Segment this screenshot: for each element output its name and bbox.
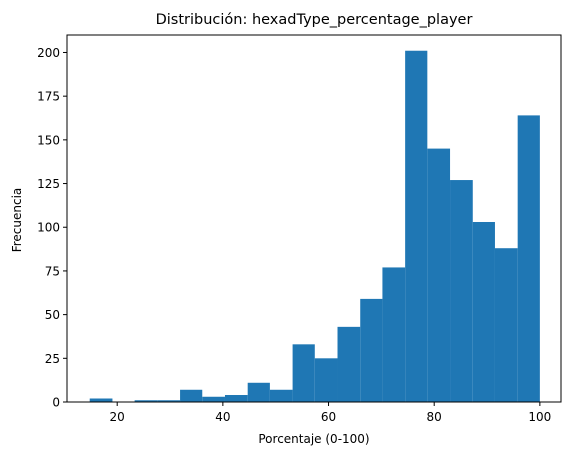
y-tick-label-6: 150 xyxy=(37,133,60,147)
y-tick-label-3: 75 xyxy=(45,264,60,278)
histogram-bar-6 xyxy=(224,395,248,402)
plot-frame xyxy=(66,34,562,403)
histogram-bar-9 xyxy=(292,344,315,402)
histogram-bar-5 xyxy=(202,396,225,402)
histogram-bar-12 xyxy=(360,298,383,402)
histogram-bar-19 xyxy=(517,115,540,402)
y-tick-label-1: 25 xyxy=(45,352,60,366)
histogram-bar-0 xyxy=(89,398,113,402)
chart-title: Distribución: hexadType_percentage_playe… xyxy=(156,12,473,28)
histogram-bar-15 xyxy=(427,148,451,402)
y-tick-label-5: 125 xyxy=(37,177,60,191)
histogram-bar-7 xyxy=(247,382,270,402)
x-tick-label-1: 40 xyxy=(215,410,230,424)
histogram-bar-10 xyxy=(314,358,338,402)
histogram-bar-2 xyxy=(134,400,158,402)
histogram-bars xyxy=(89,50,540,402)
y-tick-label-0: 0 xyxy=(52,396,60,410)
y-axis: 0 25 50 75 100 125 150 175 200 xyxy=(37,46,67,410)
histogram-bar-18 xyxy=(494,248,518,402)
histogram-bar-17 xyxy=(472,221,495,402)
histogram-bar-16 xyxy=(450,180,473,402)
x-axis-label: Porcentaje (0-100) xyxy=(258,432,369,446)
y-axis-label: Frecuencia xyxy=(10,188,24,253)
histogram-bar-3 xyxy=(157,400,181,402)
histogram-bar-8 xyxy=(269,389,293,402)
y-tick-label-8: 200 xyxy=(37,46,60,60)
y-tick-label-7: 175 xyxy=(37,90,60,104)
x-tick-label-2: 60 xyxy=(321,410,336,424)
histogram-bar-14 xyxy=(405,50,428,402)
histogram-bar-11 xyxy=(337,326,361,402)
histogram-bar-4 xyxy=(180,389,203,402)
x-tick-label-0: 20 xyxy=(110,410,125,424)
x-tick-label-3: 80 xyxy=(427,410,442,424)
x-tick-label-4: 100 xyxy=(528,410,551,424)
histogram-bar-13 xyxy=(382,267,406,402)
y-tick-label-2: 50 xyxy=(45,308,60,322)
x-axis: 20 40 60 80 100 xyxy=(110,402,551,424)
y-tick-label-4: 100 xyxy=(37,221,60,235)
